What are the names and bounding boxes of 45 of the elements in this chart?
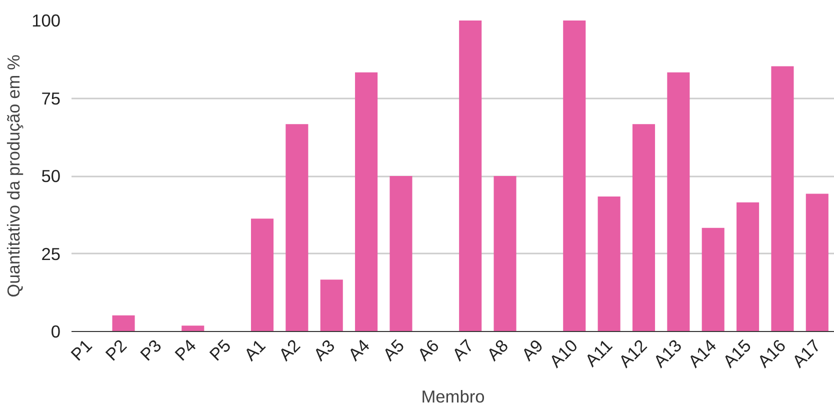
x-tick-label: P4 xyxy=(170,335,200,365)
y-tick-label: 50 xyxy=(41,166,61,186)
x-tick-label: P5 xyxy=(206,335,235,365)
bar xyxy=(806,194,828,332)
x-tick-label: A6 xyxy=(414,335,443,365)
bar xyxy=(702,228,724,332)
x-tick-label: A12 xyxy=(614,335,651,372)
bar xyxy=(459,20,482,332)
x-tick-label: A8 xyxy=(482,335,512,365)
bar xyxy=(250,218,274,332)
bar xyxy=(494,176,516,332)
bar xyxy=(598,196,620,332)
x-tick-label: A13 xyxy=(650,335,686,372)
x-axis-title: Membro xyxy=(421,386,485,406)
bar xyxy=(112,315,135,332)
x-tick-label: P3 xyxy=(136,335,166,365)
y-tick-label: 0 xyxy=(50,322,61,342)
x-tick-label: A16 xyxy=(754,335,790,372)
x-tick-label: P2 xyxy=(101,335,131,365)
bar xyxy=(563,20,586,332)
x-tick-label: A11 xyxy=(581,335,616,370)
x-tick-label: A14 xyxy=(684,335,720,372)
y-tick-label: 25 xyxy=(41,244,61,264)
x-tick-label: A5 xyxy=(378,335,408,365)
x-tick-label: A2 xyxy=(274,335,304,365)
x-tick-label: A9 xyxy=(518,335,547,365)
y-tick-label: 100 xyxy=(32,10,61,30)
bar xyxy=(632,124,656,332)
x-tick-label: A3 xyxy=(310,335,339,365)
bar xyxy=(736,202,760,332)
x-tick-label: P1 xyxy=(66,335,96,365)
bar xyxy=(390,176,412,332)
x-tick-label: A7 xyxy=(448,335,478,365)
bar xyxy=(286,124,308,332)
bar xyxy=(667,72,690,332)
bar xyxy=(771,66,794,332)
x-tick-label: A15 xyxy=(718,335,755,372)
bar xyxy=(182,326,204,332)
y-axis-title: Quantitativo da produção em % xyxy=(4,54,24,298)
y-tick-label: 75 xyxy=(41,88,61,108)
x-tick-label: A10 xyxy=(546,335,582,372)
bar xyxy=(355,72,378,332)
bar xyxy=(320,280,343,332)
x-tick-label: A4 xyxy=(344,335,374,365)
x-tick-label: A1 xyxy=(240,335,270,365)
